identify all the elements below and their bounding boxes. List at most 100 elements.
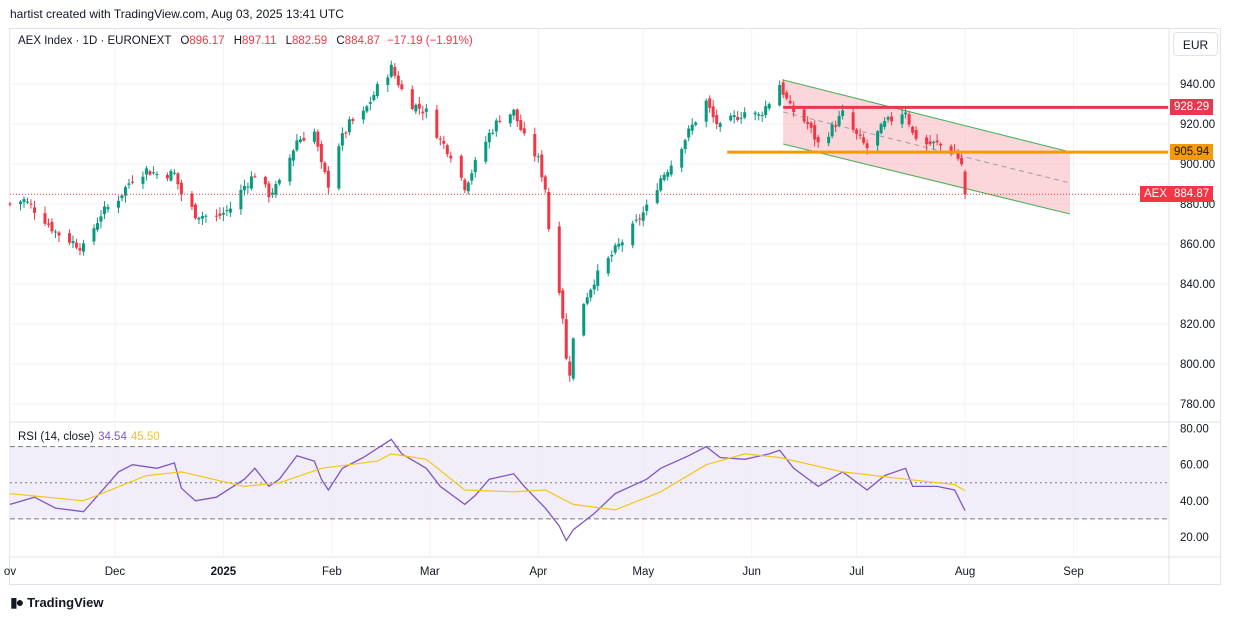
candle-body — [298, 139, 302, 143]
candle-body — [690, 124, 694, 131]
channel-upper-line — [783, 79, 1071, 153]
candle-body — [540, 154, 544, 178]
candle-body — [127, 183, 131, 185]
candle-body — [288, 157, 292, 182]
candle-body — [634, 219, 638, 221]
candle-body — [204, 215, 208, 217]
candle-body — [274, 184, 278, 195]
last-price-tag: 884.87 — [1170, 186, 1214, 203]
candle-body — [302, 137, 306, 141]
candle-body — [907, 114, 911, 125]
candle-body — [715, 114, 719, 125]
candle-body — [176, 173, 180, 185]
candle-body — [956, 151, 960, 159]
symbol-title[interactable]: AEX Index · 1D · EURONEXT — [18, 35, 172, 47]
price-tick-label: 920.00 — [1180, 119, 1215, 131]
time-tick-label: 2025 — [211, 566, 237, 578]
candle-body — [669, 165, 673, 175]
candle-body — [865, 143, 869, 149]
price-tick-label: 780.00 — [1180, 399, 1215, 411]
candle-body — [564, 319, 568, 359]
candle-body — [179, 182, 183, 195]
candle-body — [102, 206, 106, 215]
candle-body — [732, 115, 736, 118]
support-price-tag: 905.94 — [1170, 144, 1214, 161]
rsi-title[interactable]: RSI (14, close) — [18, 431, 95, 443]
price-tick-label: 860.00 — [1180, 239, 1215, 251]
rsi-legend: RSI (14, close) 34.54 45.50 — [18, 431, 160, 443]
candle-body — [319, 143, 323, 163]
time-tick-label: Jun — [742, 566, 761, 578]
candle-body — [533, 134, 537, 157]
candle-body — [25, 201, 29, 203]
candles[interactable] — [8, 60, 967, 382]
chart-credit: hartist created with TradingView.com, Au… — [10, 7, 344, 21]
candle-body — [421, 111, 425, 114]
price-tick-label: 940.00 — [1180, 79, 1215, 91]
tradingview-logo-icon: ▮● — [10, 594, 24, 610]
rsi-tick-label: 80.00 — [1180, 424, 1209, 436]
tradingview-logo[interactable]: ▮● TradingView — [10, 594, 104, 611]
candle-body — [365, 106, 369, 112]
price-tick-label: 900.00 — [1180, 159, 1215, 171]
candle-body — [246, 186, 250, 188]
low-value: 882.59 — [291, 35, 328, 47]
candle-body — [130, 181, 134, 183]
candle-body — [914, 130, 918, 139]
high-label: H — [233, 35, 243, 47]
currency-button[interactable]: EUR — [1173, 32, 1218, 56]
candle-body — [739, 117, 743, 119]
candle-body — [694, 122, 698, 125]
candle-body — [813, 125, 817, 140]
candle-body — [543, 176, 547, 190]
candle-body — [316, 131, 320, 147]
candle-body — [106, 207, 110, 210]
candle-body — [876, 131, 880, 146]
candle-body — [491, 132, 495, 134]
price-tick-label: 840.00 — [1180, 279, 1215, 291]
candle-body — [484, 141, 488, 162]
rsi-band — [10, 446, 1168, 520]
candle-body — [736, 116, 740, 121]
candle-body — [200, 215, 204, 219]
rsi-line — [9, 438, 966, 542]
open-label: O — [180, 35, 190, 47]
candle-body — [879, 124, 883, 134]
candle-body — [463, 179, 467, 191]
candle-body — [389, 64, 393, 77]
candle-body — [655, 190, 659, 203]
candle-body — [193, 204, 197, 219]
candle-body — [32, 207, 36, 213]
candle-body — [841, 110, 845, 116]
candle-body — [778, 85, 782, 106]
candle-body — [445, 145, 449, 155]
candle-body — [708, 98, 712, 108]
rsi-band-fill — [10, 446, 1168, 519]
candle-body — [718, 123, 722, 128]
candle-body — [613, 245, 617, 253]
candle-body — [536, 156, 540, 158]
candle-body — [680, 149, 684, 168]
candle-body — [155, 174, 159, 176]
candle-body — [928, 141, 932, 145]
last-symbol-tag: AEX — [1140, 186, 1172, 203]
candle-body — [641, 212, 645, 221]
candle-body — [99, 216, 103, 222]
candle-body — [375, 84, 379, 96]
candle-body — [900, 114, 904, 125]
candle-body — [858, 134, 862, 136]
candle-body — [645, 204, 649, 211]
symbol-legend: AEX Index · 1D · EURONEXT O896.17 H897.1… — [18, 35, 473, 47]
candle-body — [802, 109, 806, 122]
candle-body — [57, 232, 61, 236]
candle-body — [67, 233, 71, 243]
level-lines[interactable] — [10, 105, 1168, 195]
candle-body — [197, 217, 201, 220]
candle-body — [571, 338, 575, 379]
candle-body — [144, 168, 148, 175]
candle-body — [589, 289, 593, 298]
candle-body — [151, 172, 155, 174]
candle-body — [368, 102, 372, 104]
candle-body — [767, 104, 771, 109]
